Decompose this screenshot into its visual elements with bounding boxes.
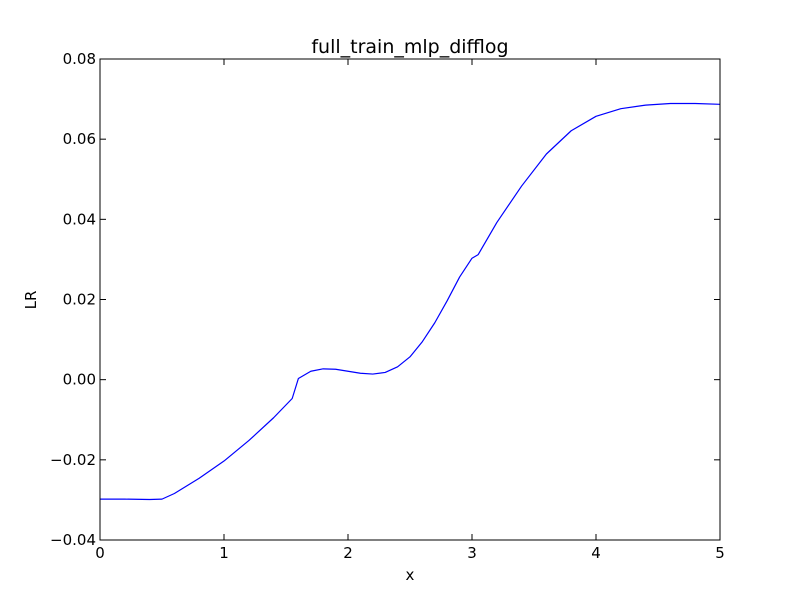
series-line-0 [100, 102, 721, 501]
y-tick-label: 0.06 [63, 130, 96, 148]
y-tick-label: 0.00 [63, 371, 96, 389]
chart-title: full_train_mlp_difflog [311, 36, 508, 58]
x-tick-label: 2 [343, 544, 353, 562]
x-tick-label: 4 [591, 544, 601, 562]
y-tick-label: 0.02 [63, 291, 96, 309]
plot-marks [100, 102, 721, 501]
axis-ticks: 0 1 2 3 4 5 −0.04 −0.02 0.00 0.02 0.04 0.06 0.08 [50, 50, 725, 562]
y-tick-label: −0.02 [50, 451, 96, 469]
y-tick-label: 0.08 [63, 50, 96, 68]
x-tick-label: 0 [95, 544, 105, 562]
y-tick-label: 0.04 [63, 210, 96, 228]
plot-frame [99, 58, 721, 541]
x-tick-label: 3 [467, 544, 477, 562]
y-tick-label: −0.04 [50, 531, 96, 549]
x-tick-label: 5 [715, 544, 725, 562]
y-axis-label: LR [22, 291, 40, 310]
x-axis-label: x [406, 566, 415, 584]
x-tick-label: 1 [219, 544, 229, 562]
